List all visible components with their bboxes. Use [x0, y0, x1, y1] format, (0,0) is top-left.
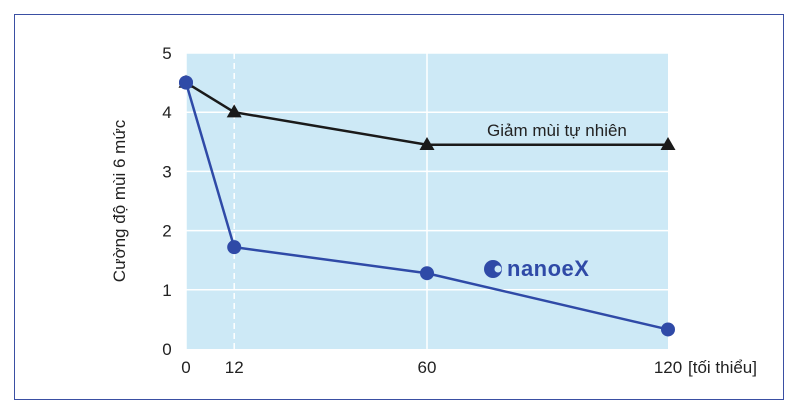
series-line-1 [184, 82, 669, 331]
series-marker-circle [661, 322, 675, 337]
series-layer [178, 74, 676, 337]
x-tick-label: 12 [225, 358, 244, 377]
nanoe-dot-cutout [494, 265, 502, 273]
x-tick-label: 0 [181, 358, 190, 377]
gridlines [186, 52, 668, 349]
nanoe-dot-icon [484, 260, 502, 278]
series-marker-triangle [660, 136, 676, 150]
brand-text: nanoeX [507, 256, 589, 281]
series-marker-triangle [226, 104, 242, 118]
series-line-0 [185, 81, 668, 147]
y-tick-label: 0 [162, 340, 171, 359]
series-marker-circle [420, 266, 434, 281]
y-tick-label: 2 [162, 222, 171, 241]
x-axis-unit: [tối thiểu] [688, 358, 757, 377]
series-marker-triangle [419, 136, 435, 150]
x-tick-label: 60 [418, 358, 437, 377]
brand-logo: nanoeX [484, 256, 589, 281]
y-tick-label: 5 [162, 44, 171, 63]
y-tick-label: 4 [162, 103, 171, 122]
x-tick-label: 120 [654, 358, 682, 377]
y-axis-title: Cường độ mùi 6 mức [110, 119, 129, 282]
series-marker-circle [179, 75, 193, 90]
series-label-natural: Giảm mùi tự nhiên [487, 121, 627, 140]
chart-frame: 0 1 2 3 4 5 0 12 60 120 Cường độ mùi 6 mức [tối t… [14, 14, 784, 400]
y-tick-label: 3 [162, 162, 171, 181]
series-name-natural: Giảm mùi tự nhiên [487, 121, 627, 140]
y-tick-label: 1 [162, 281, 171, 300]
series-marker-circle [227, 240, 242, 255]
